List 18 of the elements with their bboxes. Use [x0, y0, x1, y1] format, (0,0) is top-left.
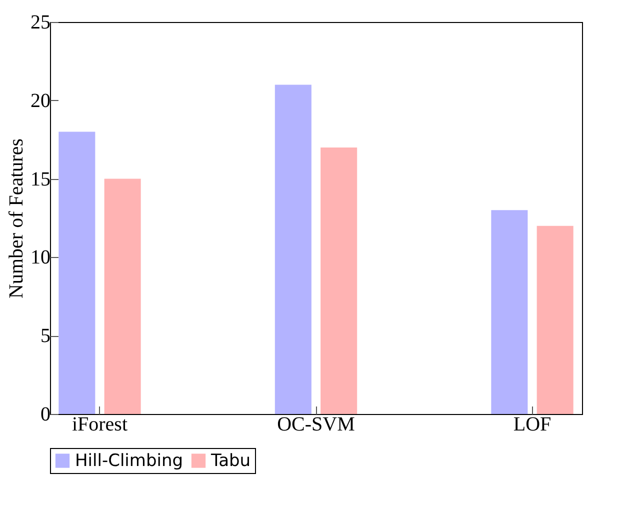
bar: [58, 132, 96, 414]
y-tick-label: 15: [30, 168, 50, 190]
y-tick-label: 5: [40, 325, 50, 348]
x-tick-label: OC-SVM: [277, 414, 356, 436]
y-tick-label: 20: [30, 90, 50, 112]
x-tick-label: iForest: [72, 414, 128, 436]
bar: [320, 147, 358, 414]
x-tick-label: LOF: [513, 414, 552, 436]
bar: [104, 178, 141, 414]
legend-label: Hill-Climbing: [75, 450, 184, 471]
legend-label: Tabu: [210, 450, 251, 471]
y-tick-label: 25: [30, 12, 50, 34]
y-axis-title: Number of Features: [6, 138, 28, 298]
y-tick-label: 10: [30, 246, 50, 269]
bar: [536, 226, 574, 414]
bar: [491, 210, 528, 414]
y-tick-label: 0: [40, 404, 50, 426]
bar: [274, 84, 312, 414]
